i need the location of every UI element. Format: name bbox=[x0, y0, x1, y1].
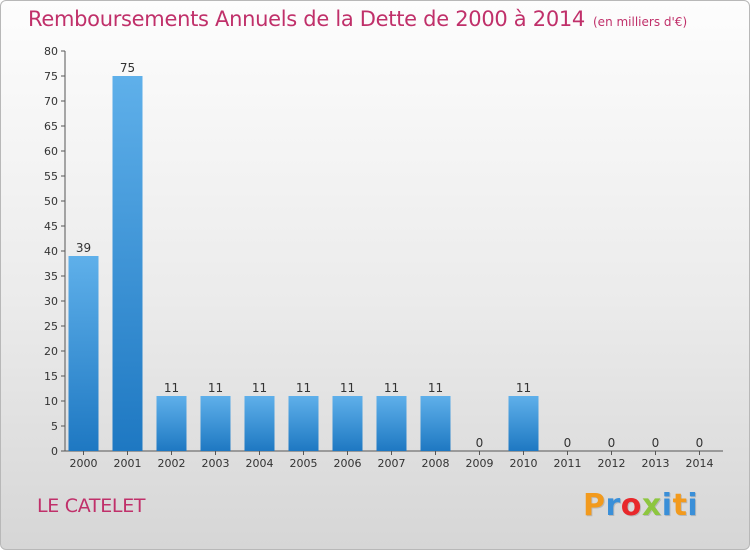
bar-value-label: 0 bbox=[696, 436, 704, 450]
x-tick-label: 2007 bbox=[378, 457, 406, 470]
logo-letter: r bbox=[605, 488, 621, 523]
bar-value-label: 11 bbox=[384, 381, 399, 395]
bar-value-label: 0 bbox=[476, 436, 484, 450]
y-tick-label: 35 bbox=[44, 270, 58, 283]
x-tick-label: 2000 bbox=[70, 457, 98, 470]
bar-value-label: 39 bbox=[76, 241, 91, 255]
bar bbox=[508, 396, 539, 451]
logo-letter: i bbox=[687, 488, 699, 523]
x-tick-label: 2001 bbox=[114, 457, 142, 470]
bar bbox=[332, 396, 363, 451]
x-tick-label: 2010 bbox=[510, 457, 538, 470]
x-tick-label: 2011 bbox=[554, 457, 582, 470]
x-tick-label: 2004 bbox=[246, 457, 274, 470]
bar-value-label: 0 bbox=[564, 436, 572, 450]
y-tick-label: 70 bbox=[44, 95, 58, 108]
y-tick-label: 20 bbox=[44, 345, 58, 358]
y-tick-label: 55 bbox=[44, 170, 58, 183]
y-tick-label: 65 bbox=[44, 120, 58, 133]
bar-value-label: 0 bbox=[652, 436, 660, 450]
chart-unit: (en milliers d'€) bbox=[593, 15, 688, 29]
y-tick-label: 45 bbox=[44, 220, 58, 233]
logo-letter: i bbox=[661, 488, 673, 523]
bar-value-label: 11 bbox=[340, 381, 355, 395]
y-tick-label: 60 bbox=[44, 145, 58, 158]
logo-letter: P bbox=[583, 488, 606, 523]
y-tick-label: 30 bbox=[44, 295, 58, 308]
y-tick-label: 25 bbox=[44, 320, 58, 333]
y-tick-label: 5 bbox=[51, 420, 58, 433]
bar bbox=[420, 396, 451, 451]
proxiti-logo: Proxiti bbox=[583, 488, 698, 523]
bar-chart: 0 5 10 15 20 25 30 35 40 45 50 55 60 65 70 75 80 39 2000 75… bbox=[44, 45, 723, 470]
logo-letter: t bbox=[672, 488, 688, 523]
x-tick-label: 2006 bbox=[334, 457, 362, 470]
x-tick-label: 2005 bbox=[290, 457, 318, 470]
bar-value-label: 0 bbox=[608, 436, 616, 450]
y-tick-label: 50 bbox=[44, 195, 58, 208]
y-tick-label: 0 bbox=[51, 445, 58, 458]
logo-letter: o bbox=[620, 488, 642, 523]
bar bbox=[376, 396, 407, 451]
y-tick-label: 80 bbox=[44, 45, 58, 58]
bar-value-label: 11 bbox=[296, 381, 311, 395]
bar-value-label: 11 bbox=[252, 381, 267, 395]
bar-value-label: 11 bbox=[208, 381, 223, 395]
chart-title: Remboursements Annuels de la Dette de 20… bbox=[28, 7, 687, 31]
bar-value-label: 75 bbox=[120, 61, 135, 75]
x-tick-label: 2003 bbox=[202, 457, 230, 470]
y-tick-label: 10 bbox=[44, 395, 58, 408]
bar bbox=[156, 396, 187, 451]
y-tick-label: 75 bbox=[44, 70, 58, 83]
bar bbox=[112, 76, 143, 451]
commune-name: LE CATELET bbox=[37, 495, 146, 517]
logo-letter: x bbox=[641, 488, 662, 523]
y-tick-label: 40 bbox=[44, 245, 58, 258]
x-tick-label: 2002 bbox=[158, 457, 186, 470]
bar-value-label: 11 bbox=[516, 381, 531, 395]
x-tick-label: 2014 bbox=[686, 457, 714, 470]
x-tick-label: 2013 bbox=[642, 457, 670, 470]
bar bbox=[244, 396, 275, 451]
chart-title-text: Remboursements Annuels de la Dette de 20… bbox=[28, 7, 585, 31]
bar bbox=[68, 256, 99, 451]
y-tick-label: 15 bbox=[44, 370, 58, 383]
bar-value-label: 11 bbox=[428, 381, 443, 395]
bar bbox=[200, 396, 231, 451]
bar-value-label: 11 bbox=[164, 381, 179, 395]
x-tick-label: 2012 bbox=[598, 457, 626, 470]
bar bbox=[288, 396, 319, 451]
x-tick-label: 2009 bbox=[466, 457, 494, 470]
x-tick-label: 2008 bbox=[422, 457, 450, 470]
